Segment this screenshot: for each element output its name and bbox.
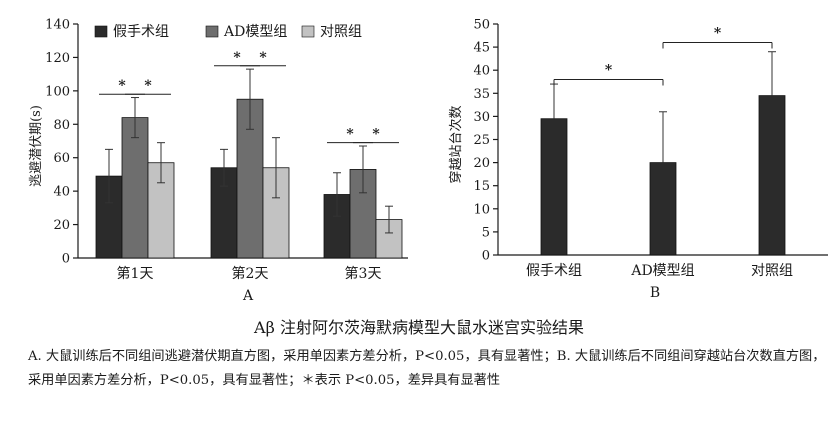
panel-a-y-tick-label: 40 xyxy=(53,185,70,200)
panel-a-legend-swatch xyxy=(301,25,315,38)
panel-b-significance-star: * xyxy=(714,25,722,41)
panel-b-y-tick-label: 20 xyxy=(473,156,490,171)
panel-a-significance-star: * xyxy=(372,127,380,143)
panel-b-y-tick-label: 5 xyxy=(482,225,490,240)
panel-a-significance-star: * xyxy=(259,50,267,66)
panel-a-y-tick-label: 140 xyxy=(45,18,70,33)
panel-b-y-axis-label: 穿越站台次数 xyxy=(448,105,464,183)
panel-b-y-tick-label: 0 xyxy=(482,249,490,264)
panel-b-x-tick-label: 对照组 xyxy=(751,263,793,279)
panel-a-legend-label: 对照组 xyxy=(320,24,362,40)
panel-b-x-tick-label: 假手术组 xyxy=(526,263,582,279)
panel-a-bar xyxy=(121,117,149,259)
panel-b-label: B xyxy=(650,285,660,301)
panel-a-label: A xyxy=(242,288,254,304)
panel-b-y-tick-label: 10 xyxy=(473,202,490,217)
panel-b-y-tick-label: 50 xyxy=(473,18,490,33)
panel-a-y-tick-label: 0 xyxy=(62,252,70,267)
panel-b-y-tick-label: 15 xyxy=(473,179,490,194)
panel-a-y-tick-label: 20 xyxy=(53,218,70,233)
panel-a-y-tick-label: 120 xyxy=(45,51,70,66)
panel-a-significance-star: * xyxy=(346,127,354,143)
panel-a-significance-star: * xyxy=(118,78,126,94)
panel-b-x-tick-label: AD模型组 xyxy=(630,263,694,279)
panel-a-significance-star: * xyxy=(233,50,241,66)
panel-b-y-tick-label: 25 xyxy=(473,133,490,148)
panel-b-significance-star: * xyxy=(605,62,613,78)
figure-caption-title: Aβ 注射阿尔茨海默病模型大鼠水迷宫实验结果 xyxy=(254,318,584,337)
panel-b-bar xyxy=(540,118,568,256)
figure-caption-note: A. 大鼠训练后不同组间逃避潜伏期直方图，采用单因素方差分析，P<0.05，具有… xyxy=(28,349,826,388)
panel-b-bar xyxy=(649,162,677,256)
panel-a-legend-swatch xyxy=(205,25,219,38)
panel-a-legend-label: AD模型组 xyxy=(223,24,287,40)
figure: 0 20 40 60 80 100 120 140 逃避潜伏期(s) 第1天 * * 第2天 * * 第3天 *… xyxy=(29,18,828,304)
panel-a-y-tick-label: 60 xyxy=(53,151,70,166)
panel-b-bar xyxy=(758,95,786,256)
panel-b-y-tick-label: 40 xyxy=(473,64,490,79)
panel-a-legend-label: 假手术组 xyxy=(113,24,169,40)
panel-a-significance-star: * xyxy=(144,78,152,94)
panel-a-y-tick-label: 100 xyxy=(45,84,70,99)
panel-a-y-tick-label: 80 xyxy=(53,118,70,133)
panel-b-y-tick-label: 45 xyxy=(473,41,490,56)
panel-b-y-tick-label: 35 xyxy=(473,87,490,102)
panel-a-x-tick-label: 第1天 xyxy=(117,265,154,282)
panel-b-y-tick-label: 30 xyxy=(473,110,490,125)
panel-a-x-tick-label: 第2天 xyxy=(232,265,269,282)
panel-a-x-tick-label: 第3天 xyxy=(345,265,382,282)
panel-a-legend-swatch xyxy=(94,25,108,38)
panel-a-y-axis-label: 逃避潜伏期(s) xyxy=(29,105,44,187)
